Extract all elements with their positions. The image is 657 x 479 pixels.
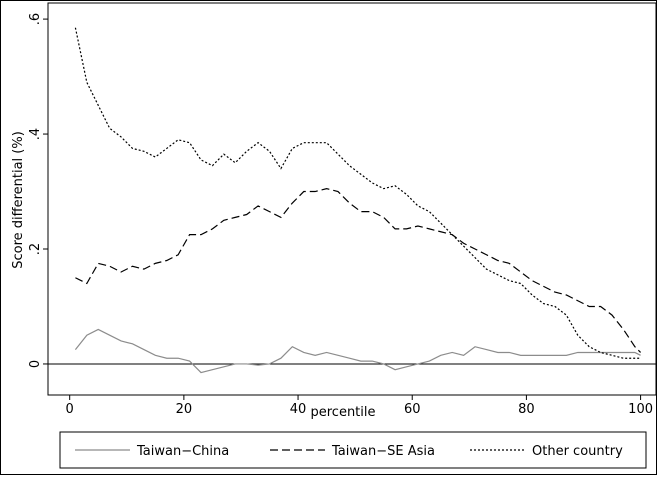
y-tick-label: 0 xyxy=(28,360,43,368)
data-line xyxy=(74,27,641,359)
x-tick-label: 40 xyxy=(290,402,307,417)
legend-label: Taiwan−SE Asia xyxy=(331,444,435,459)
x-tick-label: 60 xyxy=(404,402,421,417)
data-line xyxy=(74,328,641,374)
data-line xyxy=(75,188,642,353)
x-tick-label: 80 xyxy=(518,402,535,417)
legend-box xyxy=(59,431,647,469)
y-axis-label: Score differential (%) xyxy=(11,131,26,269)
legend-label: Taiwan−China xyxy=(136,444,229,459)
x-tick-label: 0 xyxy=(66,402,74,417)
x-tick-label: 20 xyxy=(176,402,193,417)
x-tick-label: 100 xyxy=(628,402,653,417)
plot-frame xyxy=(47,2,657,396)
x-axis-label: percentile xyxy=(310,405,375,420)
y-tick-label: .6 xyxy=(28,13,43,25)
legend-label: Other country xyxy=(532,444,623,459)
y-tick-label: .4 xyxy=(28,128,43,140)
y-tick-label: .2 xyxy=(28,243,43,255)
